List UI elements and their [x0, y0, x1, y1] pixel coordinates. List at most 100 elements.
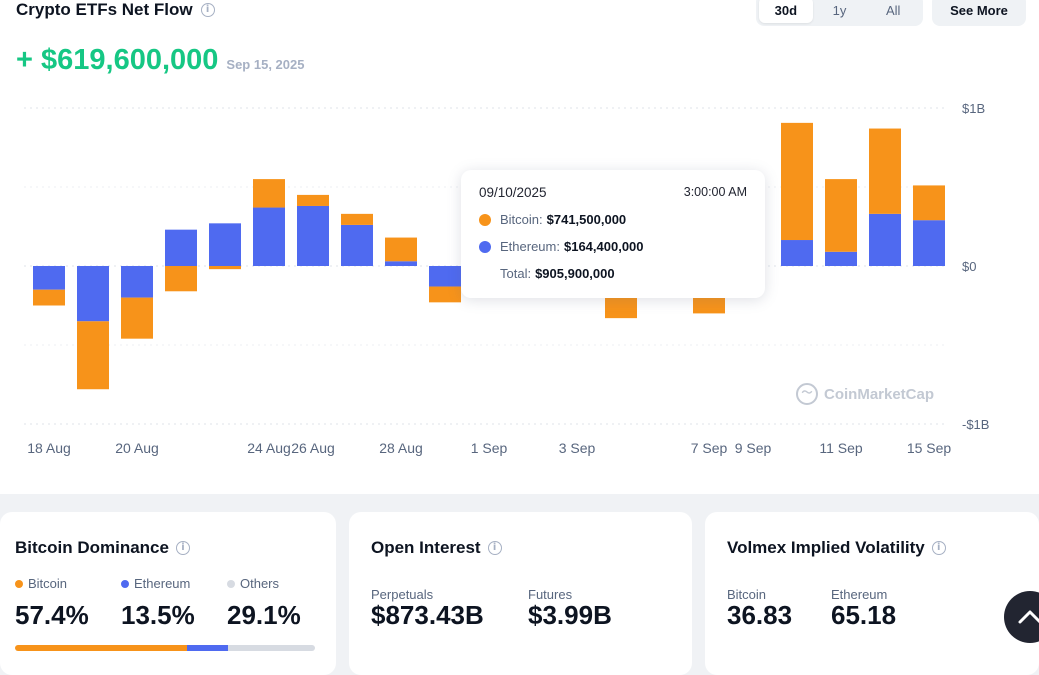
bar-ethereum: [121, 266, 153, 298]
dominance-ethereum-value: 13.5%: [121, 600, 195, 630]
total-dot-icon: [479, 268, 491, 280]
open-interest-title: Open Interest: [371, 538, 481, 557]
others-dot-icon: [227, 579, 235, 588]
tooltip-bitcoin-label: Bitcoin:: [500, 212, 543, 227]
perpetuals-label: Perpetuals: [371, 587, 434, 602]
tooltip-ethereum-value: $164,400,000: [563, 239, 644, 254]
dominance-bar: [15, 645, 315, 651]
x-tick-label: 3 Sep: [559, 440, 596, 456]
dominance-legend: Bitcoin Ethereum Others: [15, 576, 279, 591]
x-tick-label: 9 Sep: [735, 440, 772, 456]
bar-ethereum: [781, 240, 813, 266]
info-icon[interactable]: i: [175, 541, 190, 555]
implied-volatility-card: Volmex Implied Volatility i Bitcoin Ethe…: [705, 512, 1039, 675]
net-flow-value: + $619,600,000: [16, 44, 219, 76]
bar-ethereum: [77, 266, 109, 322]
tooltip-row-total: Total: $905,900,000: [479, 266, 747, 281]
tooltip-ethereum-label: Ethereum:: [500, 239, 560, 254]
net-flow-chart[interactable]: $1B $0 -$1B 18 Aug 20 Aug 24 Aug 26 Aug 28 Aug 1…: [0, 0, 1039, 494]
bar-ethereum: [33, 266, 65, 290]
tooltip-time: 3:00:00 AM: [683, 185, 747, 199]
bar-ethereum: [869, 213, 901, 266]
volatility-bitcoin-label: Bitcoin: [727, 587, 767, 602]
tooltip-row-ethereum: Ethereum: $164,400,000: [479, 239, 747, 254]
dominance-bitcoin-value: 57.4%: [15, 600, 89, 630]
chart-title-row: Crypto ETFs Net Flow i: [16, 0, 215, 20]
volatility-ethereum-label: Ethereum: [831, 587, 888, 602]
bitcoin-dominance-card: Bitcoin Dominance i Bitcoin Ethereum Oth…: [0, 512, 336, 675]
bar-bitcoin: [253, 179, 285, 208]
bar-bitcoin: [429, 286, 461, 303]
x-tick-label: 24 Aug: [247, 440, 291, 456]
bar-bitcoin: [913, 185, 945, 221]
range-tabs: 30d 1y All: [756, 0, 923, 26]
y-tick-label: $0: [962, 259, 976, 274]
info-icon[interactable]: i: [487, 541, 502, 555]
perpetuals-value: $873.43B: [371, 600, 484, 630]
bar-ethereum: [913, 220, 945, 266]
y-tick-label: -$1B: [962, 417, 989, 432]
bar-ethereum: [825, 251, 857, 266]
dominance-title: Bitcoin Dominance: [15, 538, 169, 557]
dominance-bar-bitcoin: [15, 645, 188, 651]
tooltip-date: 09/10/2025: [479, 185, 547, 200]
bar-ethereum: [341, 224, 373, 266]
ethereum-dot-icon: [121, 579, 129, 588]
open-interest-title-row: Open Interest i: [371, 538, 502, 558]
bar-ethereum: [209, 223, 241, 266]
bar-bitcoin: [341, 213, 373, 225]
net-flow-headline: + $619,600,000 Sep 15, 2025: [16, 44, 304, 77]
tab-all[interactable]: All: [866, 0, 920, 23]
tab-30d[interactable]: 30d: [759, 0, 813, 23]
bar-ethereum: [297, 205, 329, 266]
legend-ethereum: Ethereum: [121, 576, 227, 591]
futures-label: Futures: [528, 587, 573, 602]
bitcoin-dot-icon: [479, 213, 491, 226]
tooltip-total-value: $905,900,000: [535, 266, 615, 281]
volatility-title: Volmex Implied Volatility: [727, 538, 925, 557]
y-tick-label: $1B: [962, 101, 985, 116]
volatility-ethereum-value: 65.18: [831, 600, 897, 630]
tab-1y[interactable]: 1y: [813, 0, 867, 23]
open-interest-card: Open Interest i Perpetuals Futures $873.…: [349, 512, 692, 675]
bar-bitcoin: [297, 194, 329, 206]
see-more-button[interactable]: See More: [932, 0, 1026, 26]
bar-bitcoin: [209, 266, 241, 270]
bar-bitcoin: [869, 128, 901, 214]
net-flow-date: Sep 15, 2025: [226, 57, 305, 72]
tooltip-bitcoin-value: $741,500,000: [546, 212, 627, 227]
x-tick-label: 11 Sep: [819, 440, 863, 456]
ethereum-dot-icon: [479, 240, 491, 253]
dominance-bar-ethereum: [187, 645, 228, 651]
bar-bitcoin: [121, 297, 153, 339]
x-tick-label: 26 Aug: [291, 440, 335, 456]
chevron-up-icon: [1018, 610, 1039, 624]
x-tick-label: 15 Sep: [907, 440, 952, 456]
dominance-bar-others: [227, 645, 315, 651]
info-icon[interactable]: i: [200, 3, 215, 17]
x-tick-label: 1 Sep: [471, 440, 508, 456]
dominance-title-row: Bitcoin Dominance i: [15, 538, 190, 558]
legend-ethereum-label: Ethereum: [134, 576, 191, 591]
bar-ethereum: [253, 207, 285, 266]
bitcoin-dot-icon: [15, 579, 23, 588]
x-tick-label: 7 Sep: [691, 440, 728, 456]
info-icon[interactable]: i: [931, 541, 946, 555]
chart-tooltip: 09/10/2025 3:00:00 AM Bitcoin: $741,500,…: [461, 170, 765, 298]
bar-ethereum: [165, 229, 197, 266]
legend-others-label: Others: [240, 576, 280, 591]
tooltip-total-label: Total:: [500, 266, 532, 281]
bar-ethereum: [429, 266, 461, 287]
bar-bitcoin: [781, 122, 813, 241]
futures-value: $3.99B: [528, 600, 612, 630]
x-tick-label: 20 Aug: [115, 440, 159, 456]
scroll-to-top-button[interactable]: [1004, 591, 1039, 643]
bar-bitcoin: [165, 266, 197, 292]
x-tick-label: 18 Aug: [27, 440, 71, 456]
tooltip-row-bitcoin: Bitcoin: $741,500,000: [479, 212, 747, 227]
legend-others: Others: [227, 576, 279, 591]
watermark-text: CoinMarketCap: [824, 385, 935, 403]
x-tick-label: 28 Aug: [379, 440, 423, 456]
dominance-others-value: 29.1%: [227, 600, 301, 630]
legend-bitcoin: Bitcoin: [15, 576, 121, 591]
